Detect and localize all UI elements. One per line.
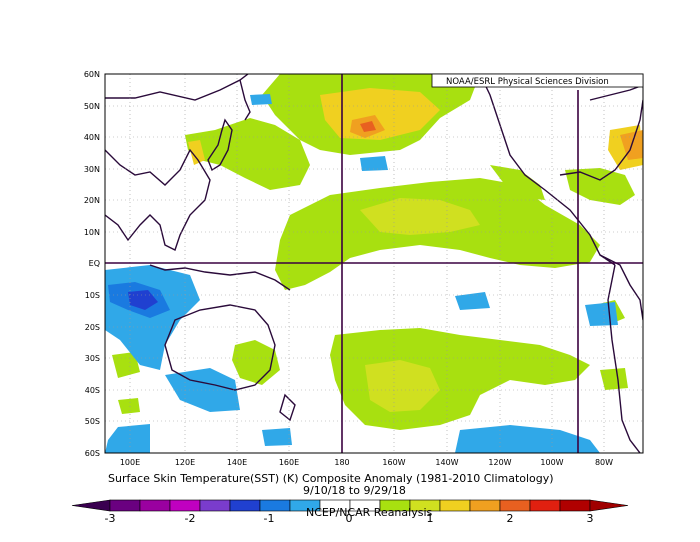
colorbar-label: 0 xyxy=(346,512,353,525)
lat-label: 40S xyxy=(85,386,100,395)
lon-label: 160E xyxy=(279,458,299,467)
lat-label: 60N xyxy=(84,70,100,79)
lat-labels: 60N 50N 40N 30N 20N 10N EQ 10S 20S 30S 4… xyxy=(84,70,100,458)
lon-label: 140W xyxy=(435,458,458,467)
colorbar-arrow-right xyxy=(589,499,629,512)
anomaly-region-small-2 xyxy=(118,398,140,414)
anomaly-region-east-pacific xyxy=(490,165,545,200)
colorbar-swatch xyxy=(229,499,261,512)
colorbar-label: 2 xyxy=(507,512,514,525)
anomaly-region-blue-small-5 xyxy=(105,424,150,453)
anomaly-region-blue-small-6 xyxy=(262,428,292,446)
lat-label: 10N xyxy=(84,228,100,237)
lon-label: 120W xyxy=(488,458,511,467)
lat-label: 20N xyxy=(84,196,100,205)
anomaly-region-central-american xyxy=(565,168,635,205)
lon-label: 100E xyxy=(120,458,140,467)
anomaly-region-yellow-tropics xyxy=(360,198,480,235)
colorbar-label: -1 xyxy=(264,512,275,525)
anomaly-region-yellow-north xyxy=(320,88,440,140)
anomaly-region-small-3 xyxy=(600,368,628,390)
anomaly-region-small-1 xyxy=(112,352,140,378)
colorbar-swatch xyxy=(199,499,231,512)
colorbar-swatch xyxy=(559,499,591,512)
colorbar-label: 3 xyxy=(587,512,594,525)
anomaly-region-indian-core xyxy=(128,290,158,310)
colorbar-label: -3 xyxy=(105,512,116,525)
lon-label: 140E xyxy=(227,458,247,467)
lon-label: 120E xyxy=(175,458,195,467)
anomaly-region-blue-small-3 xyxy=(360,156,388,171)
map-frame xyxy=(104,73,644,454)
lon-label: 180 xyxy=(334,458,349,467)
colorbar-swatch xyxy=(499,499,531,512)
colorbar-swatch xyxy=(439,499,471,512)
colorbar-swatch xyxy=(139,499,171,512)
lat-label: 40N xyxy=(84,133,100,142)
anomaly-region-blue-small-1 xyxy=(455,292,490,310)
colorbar-label: -2 xyxy=(185,512,196,525)
anomaly-region-japan-sea xyxy=(185,118,310,190)
grid-lines xyxy=(105,74,643,453)
lat-label: 30S xyxy=(85,354,100,363)
coastlines xyxy=(105,74,643,453)
lat-label: 50S xyxy=(85,417,100,426)
anomaly-region-blue-small-4 xyxy=(250,94,272,105)
lon-label: 100W xyxy=(540,458,563,467)
lon-labels: 100E 120E 140E 160E 180 160W 140W 120W 1… xyxy=(120,458,613,467)
colorbar-label: 1 xyxy=(427,512,434,525)
anomaly-region-red-north xyxy=(360,121,376,132)
anomaly-region-south-indian xyxy=(165,368,240,412)
colorbar xyxy=(71,499,629,512)
lat-label: EQ xyxy=(89,259,100,268)
colorbar-swatch xyxy=(469,499,501,512)
colorbar-labels: -3 -2 -1 0 1 2 3 xyxy=(105,512,594,525)
map-title: Surface Skin Temperature(SST) (K) Compos… xyxy=(108,472,554,485)
credit-top: NOAA/ESRL Physical Sciences Division xyxy=(446,77,609,87)
anomaly-region-tropical-band xyxy=(275,178,600,290)
colorbar-swatch xyxy=(109,499,141,512)
colorbar-arrow-left xyxy=(71,499,111,512)
credit-box xyxy=(431,73,644,88)
anomaly-region-australia-east xyxy=(232,340,280,385)
anomaly-region-blue-small-2 xyxy=(585,302,618,326)
lat-label: 60S xyxy=(85,449,100,458)
colorbar-swatch xyxy=(169,499,201,512)
anomaly-region-yellow-japan xyxy=(188,140,205,165)
anomaly-region-yellow-south xyxy=(365,360,440,412)
lon-label: 160W xyxy=(382,458,405,467)
credit-bottom: NCEP/NCAR Reanalysis xyxy=(306,506,432,519)
anomaly-field xyxy=(105,74,643,453)
colorbar-swatch xyxy=(529,499,561,512)
colorbar-swatch xyxy=(259,499,291,512)
date-range: 9/10/18 to 9/29/18 xyxy=(303,484,406,497)
region-box xyxy=(105,74,643,453)
anomaly-region-south-pacific-blue xyxy=(455,425,600,453)
lon-label: 80W xyxy=(595,458,613,467)
lat-label: 20S xyxy=(85,323,100,332)
lat-label: 10S xyxy=(85,291,100,300)
lat-label: 50N xyxy=(84,102,100,111)
lat-label: 30N xyxy=(84,165,100,174)
